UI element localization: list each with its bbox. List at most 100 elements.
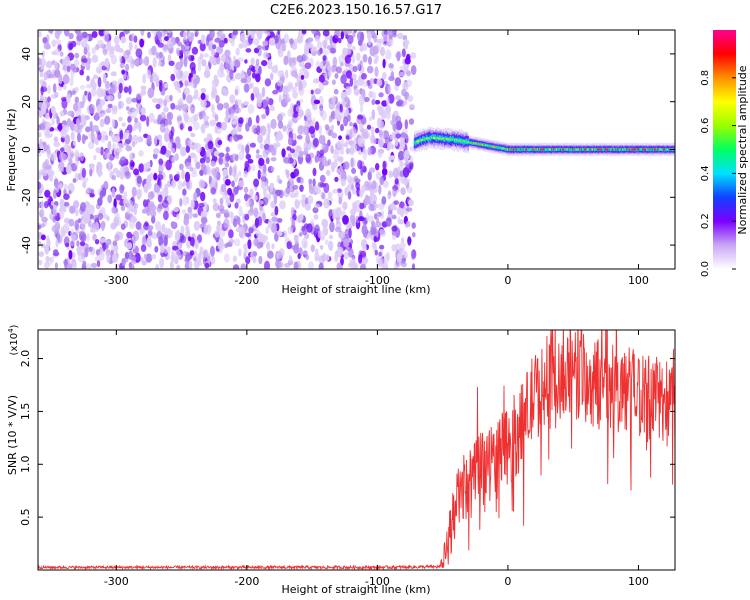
noise-cell [286,180,291,189]
noise-cell [362,244,367,252]
noise-cell [410,65,417,76]
noise-cell [388,170,393,179]
noise-cell [243,170,248,178]
noise-cell [349,129,353,141]
noise-cell [153,119,158,124]
noise-cell [258,157,265,167]
noise-cell [213,150,220,157]
signal-cell [524,148,526,151]
noise-cell [238,248,242,257]
signal-cell [620,148,622,151]
noise-cell [373,213,378,220]
colorbar-ticks: 0.00.20.40.60.8 [700,70,736,277]
signal-peak-cell [494,146,496,148]
noise-cell [179,197,183,207]
noise-cell [113,35,120,45]
noise-cell [105,135,109,141]
noise-cell [66,118,72,127]
noise-cell [61,229,66,238]
signal-peak-cell [481,143,484,146]
noise-cell [262,235,268,242]
noise-cell [360,73,367,80]
signal-peak-cell [593,148,596,151]
signal-peak-cell [581,148,583,151]
signal-peak-cell [607,148,610,151]
noise-cell [132,152,136,159]
noise-cell [113,221,117,229]
snr-series-line [38,330,675,570]
signal-cell [458,137,460,142]
signal-cell [429,137,431,140]
noise-cell [388,85,392,94]
signal-cell [419,139,421,142]
noise-cell [397,99,404,106]
noise-cell [133,35,138,43]
noise-cell [189,167,194,172]
noise-cell [118,116,123,122]
noise-cell [182,195,188,206]
noise-cell [357,137,362,147]
noise-cell [216,103,224,111]
signal-peak-cell [593,148,595,151]
noise-cell [56,116,60,126]
noise-cell [402,35,408,41]
noise-cell [318,262,324,269]
noise-cell [99,190,104,200]
noise-cell [204,121,209,126]
noise-cell [237,170,242,177]
signal-peak-cell [626,148,629,151]
noise-cell [180,44,185,52]
noise-cell [54,48,61,56]
signal-peak-cell [599,148,601,151]
signal-peak-cell [498,147,501,149]
noise-cell [171,179,177,188]
noise-cell [204,262,210,269]
noise-cell [289,192,297,198]
noise-cell [324,124,330,131]
signal-peak-cell [588,148,591,151]
noise-cell [312,178,316,187]
noise-cell [299,98,304,104]
noise-cell [374,127,380,134]
noise-cell [53,204,57,210]
signal-peak-cell [657,148,659,151]
noise-cell [175,173,180,180]
noise-cell [394,178,399,185]
noise-cell [151,254,157,260]
noise-cell [367,215,374,223]
noise-cell [107,95,114,101]
noise-cell [359,202,365,210]
signal-cell [456,137,458,140]
noise-cell [89,204,95,215]
signal-peak-cell [657,148,660,151]
noise-cell [249,64,255,71]
signal-cell [435,136,438,139]
signal-peak-cell [442,137,444,140]
noise-cell [308,261,314,269]
noise-cell [98,112,105,118]
signal-peak-cell [568,148,570,151]
noise-cell [151,215,156,224]
noise-cell [264,260,270,269]
signal-cell [449,139,451,142]
signal-cell [497,146,499,149]
noise-cell [91,189,95,195]
snr-y-tick-label: 2.0 [19,350,32,368]
noise-cell [206,163,210,174]
noise-cell [396,51,401,62]
noise-cell [391,225,398,232]
noise-cell [193,220,201,231]
noise-cell [209,30,215,39]
noise-cell [177,41,183,47]
noise-cell [97,197,103,206]
noise-cell [132,125,137,131]
noise-cell [159,226,165,234]
signal-cell [443,136,445,139]
noise-cell [70,40,77,48]
noise-cell [103,30,110,35]
noise-cell [325,169,331,176]
noise-cell [58,73,63,85]
noise-cell [110,46,115,55]
signal-peak-cell [615,148,617,151]
noise-cell [83,47,88,55]
